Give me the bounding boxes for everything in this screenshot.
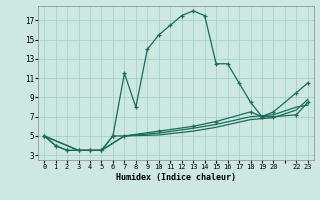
X-axis label: Humidex (Indice chaleur): Humidex (Indice chaleur) [116,173,236,182]
